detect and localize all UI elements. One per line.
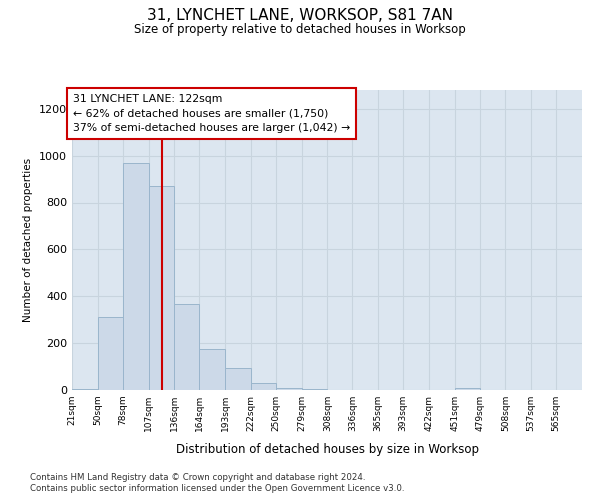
Bar <box>149 186 175 390</box>
Bar <box>276 388 302 390</box>
Bar <box>455 388 479 390</box>
Text: 31, LYNCHET LANE, WORKSOP, S81 7AN: 31, LYNCHET LANE, WORKSOP, S81 7AN <box>147 8 453 22</box>
Bar <box>123 162 149 390</box>
Bar <box>251 383 276 390</box>
Bar <box>98 318 123 390</box>
Bar <box>199 349 225 390</box>
Text: Contains public sector information licensed under the Open Government Licence v3: Contains public sector information licen… <box>30 484 404 493</box>
Text: Contains HM Land Registry data © Crown copyright and database right 2024.: Contains HM Land Registry data © Crown c… <box>30 472 365 482</box>
Text: Size of property relative to detached houses in Worksop: Size of property relative to detached ho… <box>134 22 466 36</box>
Text: 31 LYNCHET LANE: 122sqm
← 62% of detached houses are smaller (1,750)
37% of semi: 31 LYNCHET LANE: 122sqm ← 62% of detache… <box>73 94 350 133</box>
Bar <box>225 368 251 390</box>
Bar <box>72 389 98 390</box>
Y-axis label: Number of detached properties: Number of detached properties <box>23 158 34 322</box>
Bar <box>175 304 199 390</box>
Text: Distribution of detached houses by size in Worksop: Distribution of detached houses by size … <box>176 442 479 456</box>
